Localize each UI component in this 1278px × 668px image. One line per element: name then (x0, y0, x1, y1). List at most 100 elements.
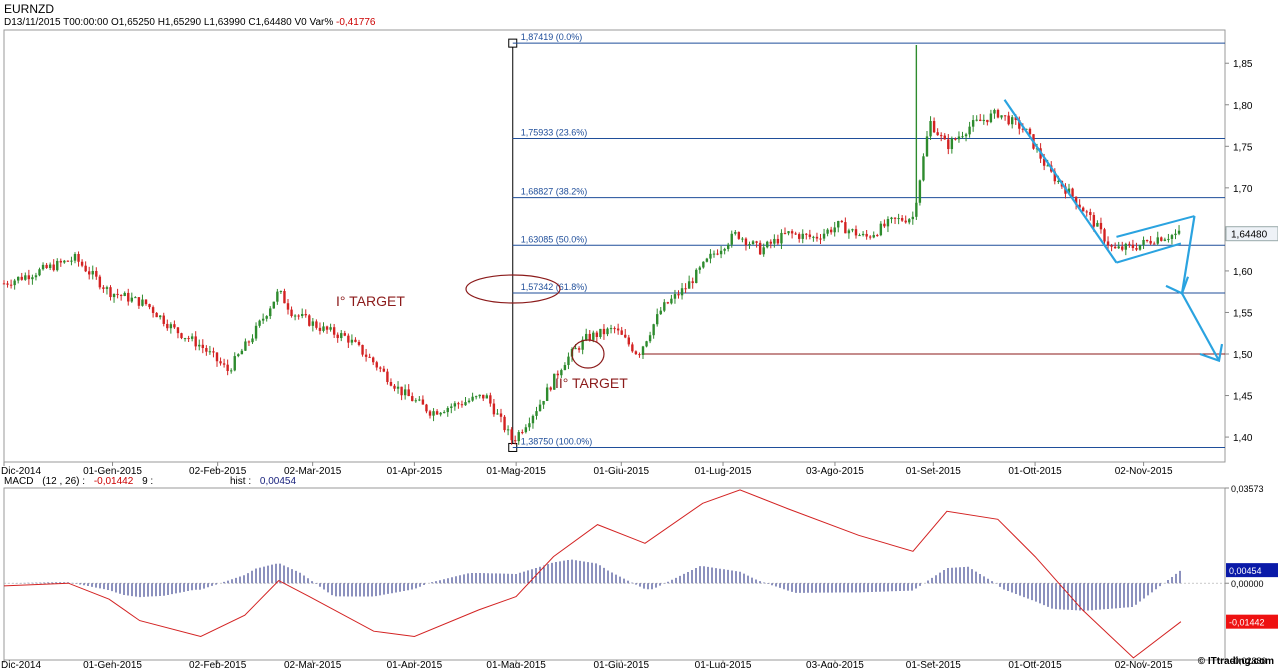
macd-params: (12 , 26) : (42, 476, 86, 487)
candle-body (148, 304, 151, 308)
candle-body (744, 238, 748, 246)
x-tick-label: 02-Nov-2015 (1115, 660, 1173, 668)
candle-body (460, 404, 464, 406)
candle-body (382, 368, 386, 372)
candle-body (180, 333, 183, 339)
candle-body (979, 119, 982, 122)
candle-body (439, 412, 442, 415)
candle-body (73, 254, 77, 261)
candle-body (403, 389, 407, 396)
candles-group (2, 108, 1181, 445)
candle-body (261, 318, 265, 321)
x-tick-label: 01-Apr-2015 (387, 660, 443, 668)
target-circle (571, 339, 605, 369)
candle-body (695, 269, 698, 284)
x-tick-label: 02-Feb-2015 (189, 660, 247, 668)
candle-body (1163, 239, 1167, 241)
candle-body (311, 321, 315, 326)
candle-body (780, 232, 783, 244)
candle-body (663, 302, 666, 311)
candle-body (13, 280, 16, 286)
candle-body (240, 350, 244, 355)
candle-body (549, 387, 552, 390)
candle-body (169, 324, 173, 329)
candle-body (1018, 120, 1021, 129)
x-tick-label: 01-Ott-2015 (1008, 466, 1062, 477)
candle-body (1160, 237, 1163, 241)
candle-body (993, 109, 996, 114)
x-tick-label: 01-Set-2015 (906, 466, 961, 477)
candle-body (531, 415, 535, 424)
candle-body (861, 233, 865, 236)
candle-body (847, 230, 851, 234)
candle-body (1003, 115, 1007, 117)
candle-body (936, 132, 939, 136)
arrowhead-1 (1165, 276, 1190, 295)
y-tick-label: 1,80 (1233, 101, 1253, 112)
x-tick-label: 02-Mar-2015 (284, 660, 342, 668)
candle-body (102, 287, 105, 289)
candle-body (879, 223, 883, 236)
candle-body (758, 242, 762, 255)
candle-body (517, 432, 520, 442)
candle-body (1011, 117, 1014, 125)
candle-body (1053, 171, 1056, 182)
x-tick-label: 02-Mar-2015 (284, 466, 342, 477)
candle-body (709, 253, 712, 259)
candle-body (350, 339, 354, 343)
candle-body (453, 403, 457, 407)
candle-body (872, 235, 875, 238)
candle-body (9, 284, 13, 286)
candle-body (325, 326, 329, 330)
candle-body (247, 341, 251, 343)
candle-body (130, 297, 133, 302)
candle-body (730, 233, 733, 245)
candle-body (183, 338, 187, 340)
candle-body (290, 309, 293, 317)
candle-body (798, 234, 801, 239)
candle-body (577, 348, 581, 350)
candle-body (1167, 238, 1170, 240)
candle-body (222, 363, 226, 365)
x-tick-label: 01-Mag-2015 (486, 660, 546, 668)
candle-body (900, 218, 904, 221)
candle-body (6, 283, 9, 285)
candle-body (443, 412, 446, 414)
candle-body (567, 356, 570, 366)
candle-body (59, 260, 62, 263)
candle-body (411, 396, 414, 402)
candle-body (354, 339, 357, 342)
fib-level-label: 1,57342 (61.8%) (521, 282, 588, 292)
x-tick-label: 01-Gen-2015 (83, 466, 142, 477)
macd-signal-param: 9 : (142, 476, 154, 487)
candle-body (471, 396, 474, 401)
hist-value-box (1226, 563, 1278, 578)
candle-body (357, 341, 361, 345)
candle-body (883, 223, 886, 227)
candle-body (27, 275, 31, 280)
candle-body (553, 373, 556, 390)
x-tick-label: 01-Gen-2015 (83, 660, 142, 668)
candle-body (762, 247, 765, 255)
candle-body (776, 238, 780, 244)
candle-body (386, 371, 389, 382)
candle-body (844, 222, 847, 234)
candle-body (641, 346, 645, 355)
date-readout: D13/11/2015 (4, 17, 61, 28)
candle-body (840, 220, 843, 223)
candle-body (1074, 196, 1078, 205)
candle-body (201, 344, 204, 349)
candle-body (727, 244, 730, 249)
candle-body (595, 332, 599, 337)
candle-body (524, 427, 528, 433)
candle-body (922, 156, 925, 181)
candle-body (670, 298, 673, 304)
time-readout: T00:00:00 (63, 17, 109, 28)
candle-body (457, 403, 460, 405)
candle-body (723, 248, 726, 251)
candle-body (975, 119, 978, 121)
candle-body (315, 321, 318, 328)
candle-body (915, 202, 918, 217)
open-readout: O1,65250 (110, 17, 155, 28)
candle-body (283, 291, 286, 304)
